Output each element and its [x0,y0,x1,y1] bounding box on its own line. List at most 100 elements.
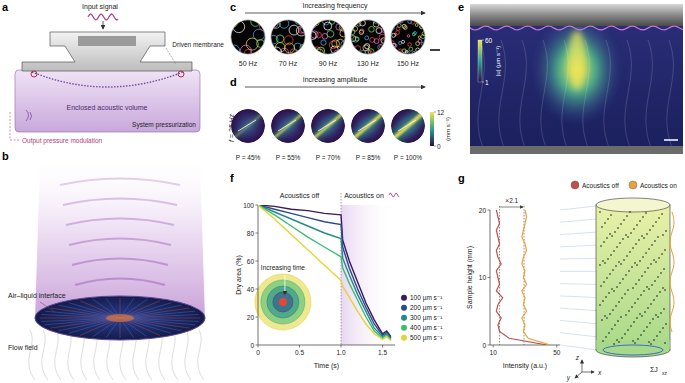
velocity-image [231,109,265,143]
connector [560,283,596,285]
disk-rim [311,20,345,54]
particle [628,270,630,272]
particle [650,263,652,265]
particle [654,240,656,242]
interface-label: Air–liquid interface [8,292,66,300]
profile-line [496,210,547,345]
pattern-cell [423,21,426,24]
particle [626,215,628,217]
y-axis [258,205,259,345]
particle [620,316,622,318]
plot-area [496,210,550,345]
amplitude-label: P = 100% [394,154,422,161]
particle [660,272,662,274]
particle [645,252,647,254]
pattern-cell [311,18,319,26]
pattern-cell [351,49,357,55]
particle [641,235,643,237]
inset-ring [255,274,311,330]
connector [560,258,596,260]
pattern-cell [422,48,425,51]
dashed-link [10,112,20,140]
axis-z [582,360,583,372]
panel-letter: d [230,76,237,88]
streamline [562,40,569,152]
y-tick [488,345,491,346]
pattern-cell [421,35,425,39]
particle [615,305,617,307]
streak [394,114,422,138]
wave-arc [75,279,165,286]
disk [271,20,305,54]
pattern-cell [380,50,385,55]
legend-label: 100 µm s⁻¹ [410,294,443,302]
particle [606,317,608,319]
particle [608,332,610,334]
particle [638,239,640,241]
particle [640,334,642,336]
particle [600,285,602,287]
particle [613,343,615,345]
particle [634,342,636,344]
particle [604,262,606,264]
particle [644,271,646,273]
scale-bar [430,49,440,51]
particle [626,255,628,257]
particle [604,315,606,317]
floor [470,146,683,154]
pattern-cell [419,50,422,53]
pattern-cell [323,18,330,25]
flow-core [106,314,134,322]
annotation: Acoustics on [344,192,384,199]
disk [351,20,385,54]
particle [646,233,648,235]
interface-wave [470,26,683,30]
particle [648,341,650,343]
amplitude-label: P = 45% [236,154,261,161]
panel-letter: e [458,1,464,13]
arrow [103,21,104,29]
pattern-cell [340,49,348,57]
pattern-cell [405,50,408,53]
y-axis-title: Dry area (%) [235,255,243,295]
particle [659,291,661,293]
inset-ring [273,292,293,312]
connector [560,308,596,310]
particle [625,234,627,236]
y-tick [256,345,259,346]
arrow [245,13,425,14]
frequency-label: 130 Hz [357,60,380,67]
pattern-cell [396,27,400,31]
particle [609,313,611,315]
streamline [583,40,590,152]
pattern-cell [392,20,396,24]
disk-rim [351,20,385,54]
particle [642,216,644,218]
pattern-image [226,16,268,57]
pattern-cell [416,42,420,46]
pattern-cell [390,19,394,23]
disk [231,109,265,143]
particle [632,287,634,289]
pattern-cell [391,51,394,54]
x-axis-title: Time (s) [314,362,339,370]
particle [646,326,648,328]
membrane [32,72,183,87]
particle [619,282,621,284]
particle [625,274,627,276]
pattern-cell [321,40,326,45]
x-tick [382,345,383,348]
particle [658,217,660,219]
title: Increasing amplitude [303,76,368,84]
pattern-cell [408,43,412,47]
pattern-cell [420,49,424,53]
particle [616,246,618,248]
annotation: Acoustics off [280,192,320,199]
legend-swatch [401,295,407,301]
colorbar [478,40,482,82]
velocity-image [391,109,425,143]
pattern-cell [276,35,284,43]
colorbar-tick [482,40,484,41]
particle [611,328,613,330]
scale-bar [664,139,678,141]
